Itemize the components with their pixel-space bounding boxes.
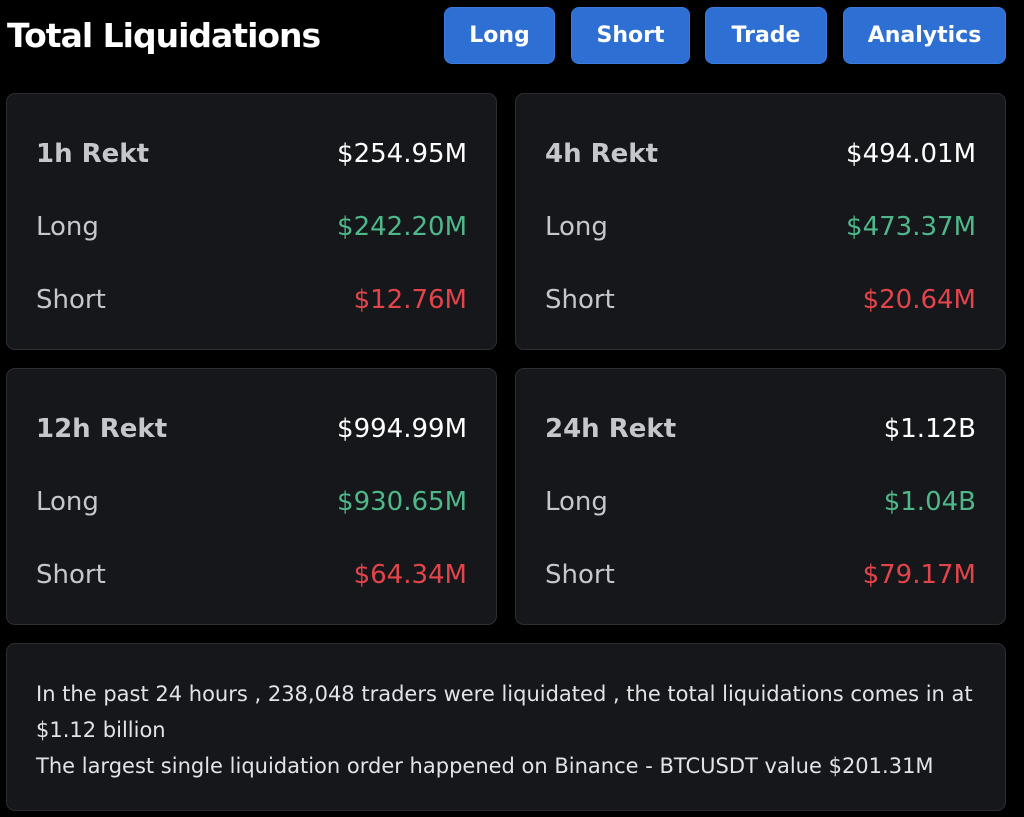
short-value: $79.17M	[862, 560, 976, 590]
short-row: Short $12.76M	[36, 280, 467, 320]
long-row: Long $473.37M	[545, 207, 976, 247]
long-label: Long	[36, 212, 99, 242]
short-button[interactable]: Short	[571, 7, 690, 64]
total-row: 1h Rekt $254.95M	[36, 134, 467, 174]
card-24h-rekt: 24h Rekt $1.12B Long $1.04B Short $79.17…	[515, 368, 1006, 625]
long-label: Long	[545, 212, 608, 242]
trade-button[interactable]: Trade	[705, 7, 827, 64]
summary-text: In the past 24 hours , 238,048 traders w…	[36, 682, 973, 742]
card-title: 4h Rekt	[545, 139, 659, 169]
header: Total Liquidations Long Short Trade Anal…	[0, 0, 1024, 76]
long-value: $930.65M	[337, 487, 467, 517]
short-label: Short	[545, 560, 615, 590]
largest-order-text: The largest single liquidation order hap…	[36, 754, 934, 778]
short-label: Short	[36, 285, 106, 315]
long-label: Long	[545, 487, 608, 517]
short-row: Short $20.64M	[545, 280, 976, 320]
total-row: 12h Rekt $994.99M	[36, 409, 467, 449]
total-value: $994.99M	[337, 414, 467, 444]
total-row: 24h Rekt $1.12B	[545, 409, 976, 449]
analytics-button[interactable]: Analytics	[843, 7, 1006, 64]
long-row: Long $930.65M	[36, 482, 467, 522]
short-value: $12.76M	[353, 285, 467, 315]
card-title: 1h Rekt	[36, 139, 150, 169]
long-label: Long	[36, 487, 99, 517]
long-value: $473.37M	[846, 212, 976, 242]
summary-panel: In the past 24 hours , 238,048 traders w…	[6, 643, 1006, 811]
short-label: Short	[545, 285, 615, 315]
long-value: $242.20M	[337, 212, 467, 242]
long-button[interactable]: Long	[444, 7, 555, 64]
total-value: $254.95M	[337, 139, 467, 169]
short-label: Short	[36, 560, 106, 590]
short-row: Short $79.17M	[545, 555, 976, 595]
card-4h-rekt: 4h Rekt $494.01M Long $473.37M Short $20…	[515, 93, 1006, 350]
card-title: 12h Rekt	[36, 414, 168, 444]
short-value: $64.34M	[353, 560, 467, 590]
page-title: Total Liquidations	[7, 16, 321, 55]
card-1h-rekt: 1h Rekt $254.95M Long $242.20M Short $12…	[6, 93, 497, 350]
card-title: 24h Rekt	[545, 414, 677, 444]
long-row: Long $242.20M	[36, 207, 467, 247]
short-row: Short $64.34M	[36, 555, 467, 595]
card-12h-rekt: 12h Rekt $994.99M Long $930.65M Short $6…	[6, 368, 497, 625]
total-value: $494.01M	[846, 139, 976, 169]
long-row: Long $1.04B	[545, 482, 976, 522]
total-row: 4h Rekt $494.01M	[545, 134, 976, 174]
long-value: $1.04B	[883, 487, 976, 517]
short-value: $20.64M	[862, 285, 976, 315]
total-value: $1.12B	[883, 414, 976, 444]
